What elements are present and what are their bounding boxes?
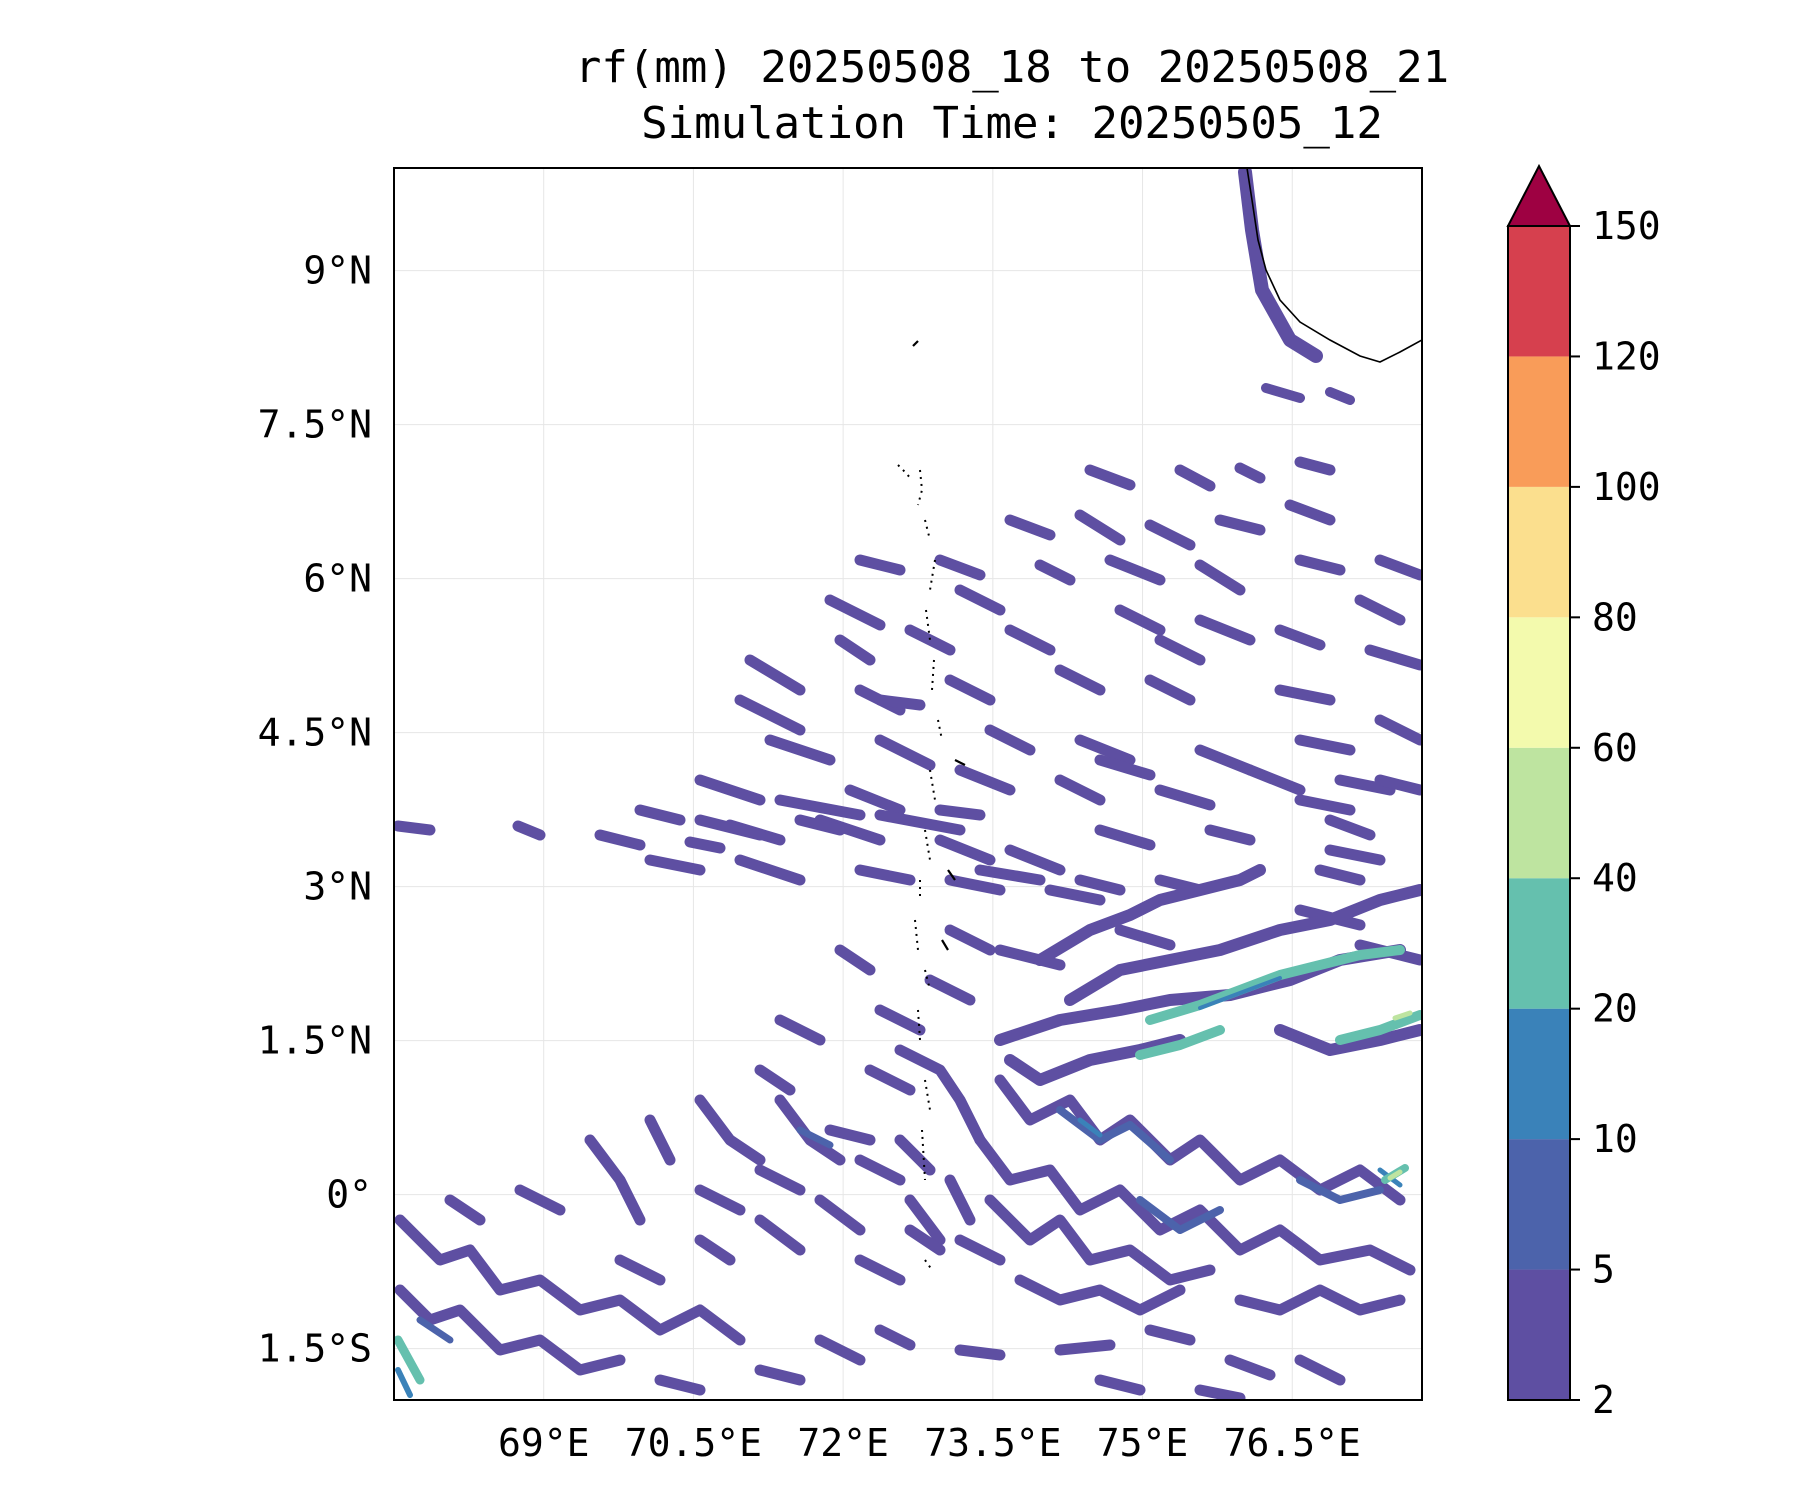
colorbar-tick-label: 100 <box>1592 465 1661 509</box>
colorbar-tick-label: 120 <box>1592 334 1661 378</box>
colorbar-segment <box>1508 486 1570 618</box>
colorbar-segment <box>1508 878 1570 1009</box>
lon-tick-label: 69°E <box>498 1421 590 1465</box>
colorbar-tick-label: 10 <box>1592 1117 1638 1161</box>
colorbar <box>1506 163 1572 1401</box>
map-panel <box>394 168 1422 1400</box>
map-frame <box>393 167 1423 1401</box>
lat-tick-label: 6°N <box>303 557 372 601</box>
lon-tick-label: 76.5°E <box>1224 1421 1361 1465</box>
lat-tick-label: 7.5°N <box>258 403 372 447</box>
colorbar-tick-label: 40 <box>1592 856 1638 900</box>
colorbar-tick-label: 2 <box>1592 1378 1615 1422</box>
lon-tick-label: 72°E <box>797 1421 889 1465</box>
longitude-tick-labels: 69°E 70.5°E 72°E 73.5°E 75°E 76.5°E <box>498 1421 1361 1465</box>
lat-tick-label: 1.5°N <box>258 1019 372 1063</box>
rainfall-contours <box>394 168 1422 1400</box>
lon-tick-label: 75°E <box>1097 1421 1189 1465</box>
lat-tick-label: 4.5°N <box>258 711 372 755</box>
colorbar-segment <box>1508 1139 1570 1270</box>
latitude-tick-labels: 9°N 7.5°N 6°N 4.5°N 3°N 1.5°N 0° 1.5°S <box>258 249 372 1371</box>
colorbar-segment <box>1508 1269 1570 1400</box>
lat-tick-label: 9°N <box>303 249 372 293</box>
colorbar-tick-label: 60 <box>1592 726 1638 770</box>
map-title-line2: Simulation Time: 20250505_12 <box>641 98 1383 149</box>
lat-tick-label: 0° <box>326 1173 372 1217</box>
colorbar-tick-label: 20 <box>1592 987 1638 1031</box>
colorbar-extend-arrow <box>1506 163 1572 227</box>
colorbar-segment <box>1508 747 1570 879</box>
lon-tick-label: 73.5°E <box>924 1421 1061 1465</box>
colorbar-frame <box>1507 225 1571 1401</box>
lat-tick-label: 3°N <box>303 865 372 909</box>
lat-tick-label: 1.5°S <box>258 1327 372 1371</box>
colorbar-tick-label: 80 <box>1592 595 1638 639</box>
map-gridlines <box>394 168 1422 1400</box>
colorbar-tick-label: 150 <box>1592 204 1661 248</box>
colorbar-tick-label: 5 <box>1592 1248 1615 1292</box>
colorbar-segment <box>1508 617 1570 748</box>
colorbar-segment <box>1508 356 1570 487</box>
colorbar-segment <box>1508 1008 1570 1140</box>
map-title-line1: rf(mm) 20250508_18 to 20250508_21 <box>574 42 1450 93</box>
colorbar-tick-labels: 2 5 10 20 40 60 80 100 120 150 <box>1570 204 1661 1422</box>
colorbar-segment <box>1508 226 1570 357</box>
lon-tick-label: 70.5°E <box>625 1421 762 1465</box>
coastline <box>897 168 1422 1271</box>
